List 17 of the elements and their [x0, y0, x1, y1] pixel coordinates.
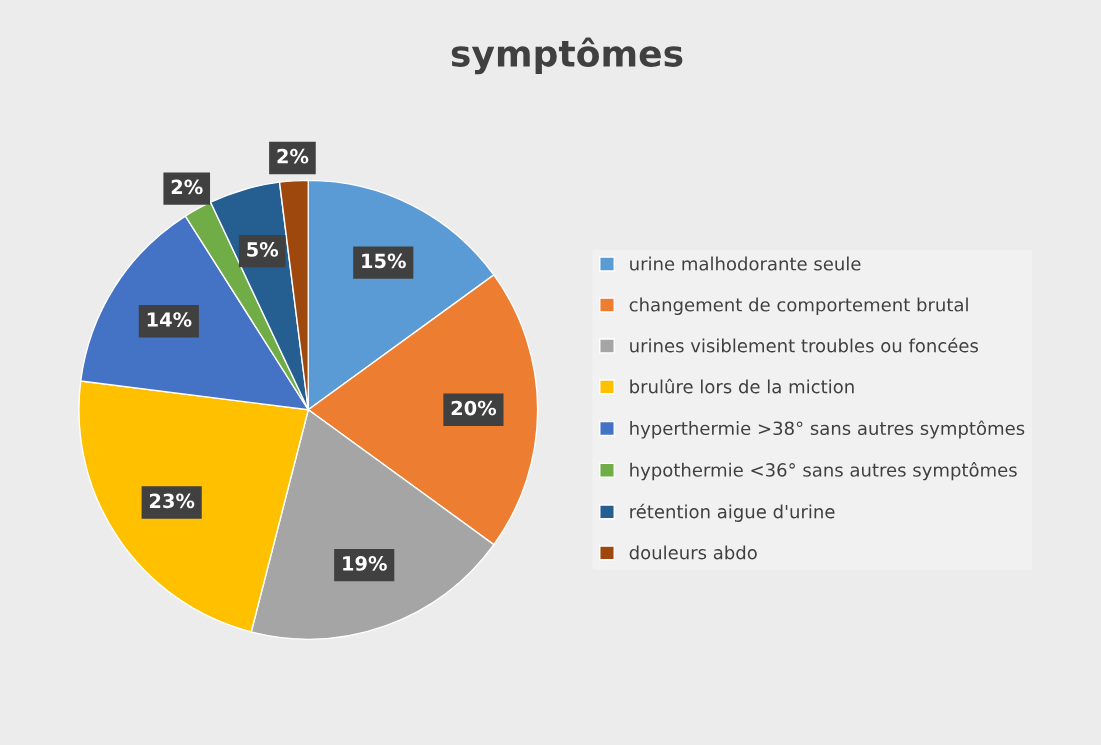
data-label: 14%: [147, 312, 192, 327]
data-label: 20%: [451, 400, 497, 416]
legend-label: urine malhodorante seule: [630, 256, 861, 271]
legend-label: rétention aigue d'urine: [630, 503, 835, 522]
data-label: 19%: [343, 556, 387, 571]
legend-label: urines visiblement troubles ou foncées: [630, 337, 978, 353]
chart-title: symptômes: [451, 37, 683, 75]
legend-label: changement de comportement brutal: [629, 297, 968, 316]
legend-label: hyperthermie >38° sans autres symptômes: [630, 420, 1025, 439]
data-label: 5%: [247, 242, 279, 257]
data-label: 2%: [171, 179, 203, 195]
data-label: 15%: [362, 253, 406, 269]
data-label: 23%: [149, 493, 195, 509]
legend-label: douleurs abdo: [629, 545, 757, 560]
data-label: 2%: [277, 148, 309, 164]
legend-label: brulûre lors de la miction: [630, 378, 854, 394]
legend-label: hypothermie <36° sans autres symptômes: [630, 462, 1017, 481]
